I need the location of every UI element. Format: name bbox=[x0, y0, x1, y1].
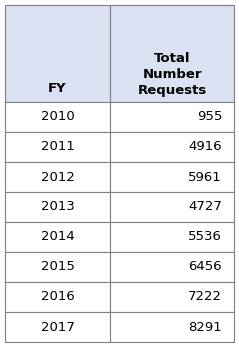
Bar bbox=[110, 222, 234, 252]
Text: 955: 955 bbox=[197, 110, 222, 124]
Text: 6456: 6456 bbox=[188, 261, 222, 273]
Bar bbox=[110, 192, 234, 222]
Text: Total
Number
Requests: Total Number Requests bbox=[137, 52, 207, 97]
Text: 2013: 2013 bbox=[41, 201, 74, 213]
Bar bbox=[110, 5, 234, 102]
Bar bbox=[5, 102, 110, 132]
Bar bbox=[5, 282, 110, 312]
Bar bbox=[110, 282, 234, 312]
Bar bbox=[5, 5, 110, 102]
Bar bbox=[5, 222, 110, 252]
Bar bbox=[5, 132, 110, 162]
Text: 2012: 2012 bbox=[41, 170, 74, 184]
Text: 2014: 2014 bbox=[41, 230, 74, 244]
Bar bbox=[110, 162, 234, 192]
Bar bbox=[110, 252, 234, 282]
Text: 5961: 5961 bbox=[188, 170, 222, 184]
Bar bbox=[110, 132, 234, 162]
Text: FY: FY bbox=[48, 82, 67, 95]
Text: 2010: 2010 bbox=[41, 110, 74, 124]
Bar bbox=[110, 312, 234, 342]
Text: 2016: 2016 bbox=[41, 290, 74, 304]
Text: 8291: 8291 bbox=[188, 321, 222, 333]
Text: 5536: 5536 bbox=[188, 230, 222, 244]
Bar bbox=[5, 252, 110, 282]
Text: 2015: 2015 bbox=[41, 261, 74, 273]
Text: 4727: 4727 bbox=[188, 201, 222, 213]
Bar bbox=[5, 162, 110, 192]
Text: 7222: 7222 bbox=[188, 290, 222, 304]
Text: 2011: 2011 bbox=[41, 141, 74, 153]
Bar bbox=[110, 102, 234, 132]
Bar bbox=[5, 312, 110, 342]
Bar bbox=[5, 192, 110, 222]
Text: 4916: 4916 bbox=[188, 141, 222, 153]
Text: 2017: 2017 bbox=[41, 321, 74, 333]
